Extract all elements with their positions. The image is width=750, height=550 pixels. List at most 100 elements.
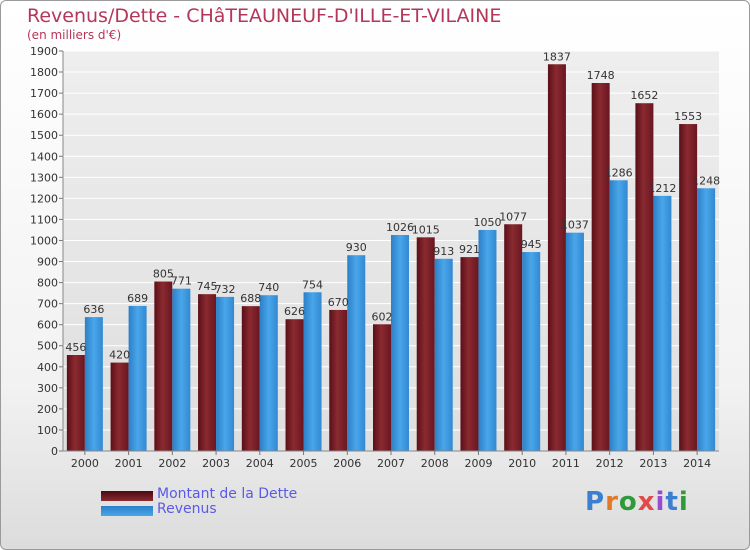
legend-swatch-revenus (101, 506, 153, 516)
y-tick-label: 800 (37, 277, 58, 290)
bar-revenus (478, 229, 497, 451)
data-label-dette: 1748 (587, 69, 615, 82)
bar-revenus (172, 288, 191, 451)
bar-revenus (653, 195, 672, 451)
data-label-revenus: 945 (521, 238, 542, 251)
bar-dette (635, 103, 654, 452)
y-tick-label: 1200 (30, 192, 58, 205)
proxiti-logo: Proxiti (585, 487, 689, 517)
logo-letter: t (665, 487, 679, 517)
data-label-dette: 745 (197, 280, 218, 293)
logo-letter: o (618, 487, 638, 517)
data-label-dette: 670 (328, 296, 349, 309)
data-label-revenus: 1286 (605, 166, 633, 179)
data-label-revenus: 930 (346, 241, 367, 254)
legend-swatch-dette (101, 491, 153, 501)
x-tick-label: 2002 (158, 457, 186, 470)
logo-letter: r (605, 487, 619, 517)
bar-dette (460, 257, 479, 451)
bar-dette (504, 224, 523, 451)
legend-label-dette: Montant de la Dette (157, 486, 298, 502)
data-label-dette: 688 (240, 292, 261, 305)
bar-revenus (697, 188, 716, 451)
x-tick-label: 2009 (464, 457, 492, 470)
data-label-revenus: 754 (302, 278, 323, 291)
data-label-dette: 805 (153, 268, 174, 281)
bar-revenus (303, 292, 322, 451)
y-tick-label: 1400 (30, 150, 58, 163)
bar-revenus (84, 317, 103, 451)
bar-dette (241, 306, 260, 451)
x-tick-label: 2014 (683, 457, 711, 470)
bar-dette (416, 237, 435, 451)
x-tick-label: 2001 (115, 457, 143, 470)
data-label-dette: 626 (284, 305, 305, 318)
chart-title: Revenus/Dette - CHâTEAUNEUF-D'ILLE-ET-VI… (27, 5, 502, 27)
y-tick-label: 600 (37, 319, 58, 332)
logo-letter: x (637, 487, 656, 517)
x-tick-label: 2012 (596, 457, 624, 470)
data-label-revenus: 1212 (648, 182, 676, 195)
data-label-dette: 1837 (543, 50, 571, 63)
data-label-dette: 921 (459, 243, 480, 256)
y-tick-label: 200 (37, 403, 58, 416)
data-label-revenus: 732 (215, 283, 236, 296)
bar-revenus (128, 305, 147, 451)
x-tick-label: 2011 (552, 457, 580, 470)
logo-letter: P (585, 487, 606, 517)
bar-dette (373, 324, 391, 451)
data-label-revenus: 771 (171, 275, 192, 288)
bar-dette (66, 355, 85, 451)
x-tick-label: 2006 (333, 457, 361, 470)
y-tick-label: 1100 (30, 213, 58, 226)
x-tick-label: 2010 (508, 457, 536, 470)
data-label-revenus: 1050 (473, 216, 501, 229)
x-tick-label: 2003 (202, 457, 230, 470)
bar-revenus (391, 235, 409, 451)
bar-revenus (522, 252, 541, 451)
data-label-revenus: 1248 (692, 174, 720, 187)
y-tick-label: 1800 (30, 66, 58, 79)
x-tick-label: 2013 (639, 457, 667, 470)
x-tick-label: 2004 (246, 457, 274, 470)
y-tick-label: 1500 (30, 129, 58, 142)
data-label-revenus: 689 (127, 292, 148, 305)
legend-label-revenus: Revenus (157, 501, 217, 517)
data-label-revenus: 1037 (561, 219, 589, 232)
y-tick-label: 300 (37, 382, 58, 395)
logo-letter: i (678, 487, 689, 517)
bar-dette (110, 362, 129, 451)
y-tick-label: 1600 (30, 108, 58, 121)
bar-revenus (216, 296, 235, 451)
data-label-revenus: 913 (433, 245, 454, 258)
bar-revenus (434, 258, 453, 451)
y-tick-label: 100 (37, 424, 58, 437)
bar-dette (679, 124, 698, 451)
y-tick-label: 400 (37, 361, 58, 374)
bar-dette (285, 319, 304, 451)
data-label-revenus: 740 (258, 281, 279, 294)
y-tick-label: 1700 (30, 87, 58, 100)
data-label-dette: 1652 (630, 89, 658, 102)
data-label-dette: 1015 (412, 223, 440, 236)
data-label-dette: 602 (372, 310, 393, 323)
data-label-revenus: 1026 (386, 221, 414, 234)
bar-dette (329, 309, 348, 451)
bar-dette (591, 83, 610, 451)
y-tick-label: 0 (51, 445, 58, 458)
y-tick-label: 900 (37, 256, 58, 269)
x-tick-label: 2000 (71, 457, 99, 470)
data-label-dette: 1077 (499, 210, 527, 223)
logo-letter: i (655, 487, 666, 517)
x-tick-label: 2008 (421, 457, 449, 470)
data-label-revenus: 636 (83, 303, 104, 316)
y-tick-label: 500 (37, 340, 58, 353)
data-label-dette: 420 (109, 349, 130, 362)
bar-revenus (609, 180, 628, 451)
bar-dette (198, 294, 217, 451)
data-label-dette: 456 (65, 341, 86, 354)
y-tick-label: 1300 (30, 171, 58, 184)
x-tick-label: 2007 (377, 457, 405, 470)
